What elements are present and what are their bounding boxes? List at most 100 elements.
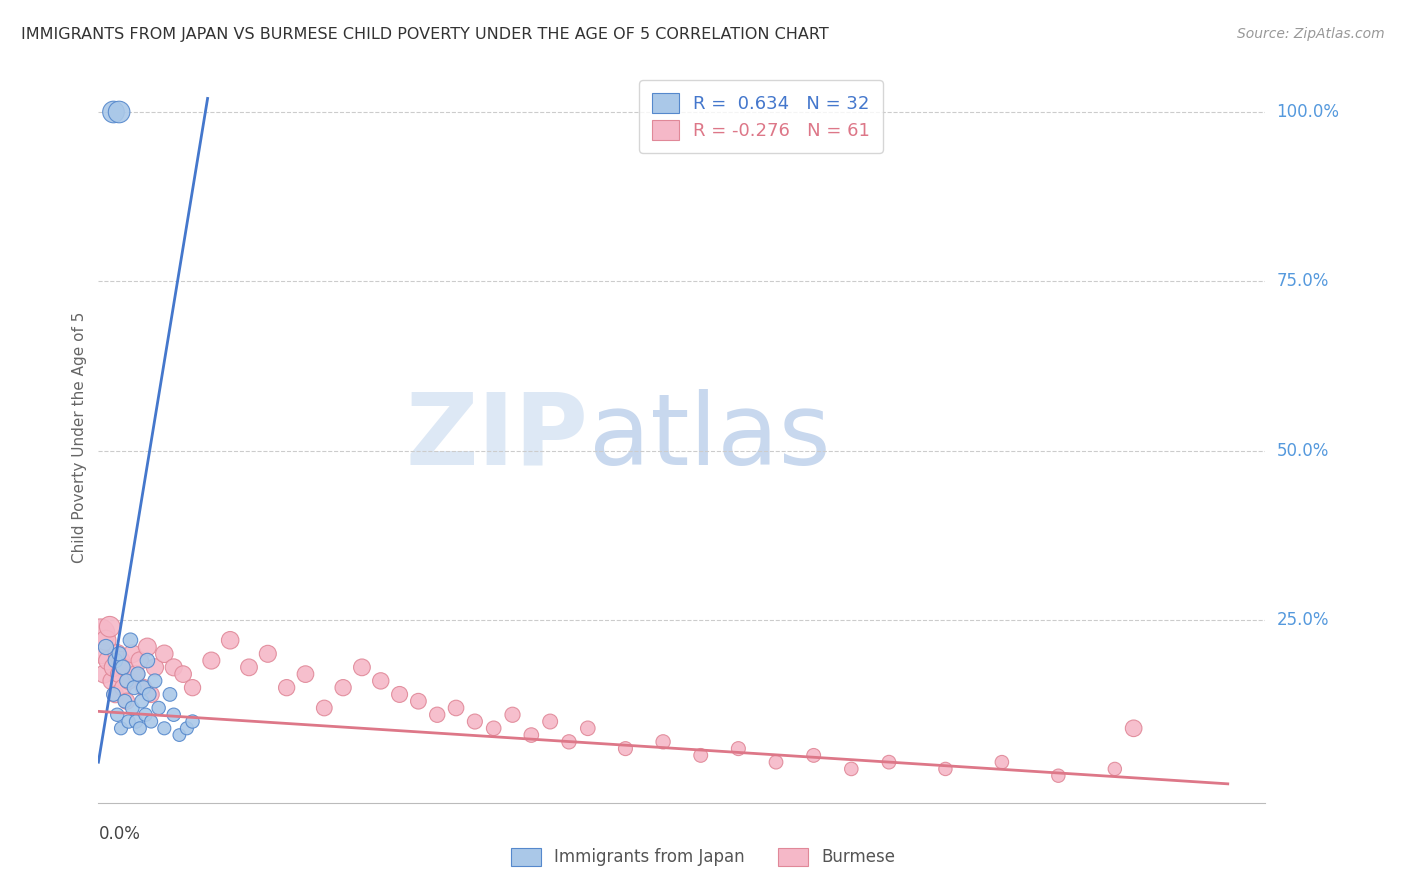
Point: [97, 654, 120, 668]
Point: [200, 654, 222, 668]
Point: [877, 755, 900, 769]
Legend: R =  0.634   N = 32, R = -0.276   N = 61: R = 0.634 N = 32, R = -0.276 N = 61: [640, 80, 883, 153]
Legend: Immigrants from Japan, Burmese: Immigrants from Japan, Burmese: [502, 839, 904, 875]
Point: [117, 673, 139, 688]
Point: [839, 762, 862, 776]
Point: [132, 681, 155, 695]
Point: [128, 654, 150, 668]
Point: [219, 633, 242, 648]
Point: [115, 694, 138, 708]
Point: [689, 748, 711, 763]
Text: Source: ZipAtlas.com: Source: ZipAtlas.com: [1237, 27, 1385, 41]
Point: [332, 681, 354, 695]
Point: [93, 667, 115, 681]
Point: [138, 688, 160, 702]
Text: atlas: atlas: [589, 389, 830, 485]
Point: [276, 681, 298, 695]
Point: [172, 667, 194, 681]
Point: [181, 714, 204, 729]
Point: [143, 660, 166, 674]
Point: [111, 681, 134, 695]
Y-axis label: Child Poverty Under the Age of 5: Child Poverty Under the Age of 5: [72, 311, 87, 563]
Point: [408, 694, 430, 708]
Point: [121, 701, 143, 715]
Point: [803, 748, 825, 763]
Point: [94, 640, 117, 654]
Point: [370, 673, 392, 688]
Point: [139, 714, 162, 729]
Text: IMMIGRANTS FROM JAPAN VS BURMESE CHILD POVERTY UNDER THE AGE OF 5 CORRELATION CH: IMMIGRANTS FROM JAPAN VS BURMESE CHILD P…: [21, 27, 830, 42]
Point: [388, 688, 411, 702]
Point: [105, 647, 128, 661]
Text: 75.0%: 75.0%: [1277, 272, 1329, 290]
Point: [576, 721, 599, 735]
Point: [350, 660, 373, 674]
Point: [159, 688, 181, 702]
Point: [127, 667, 149, 681]
Text: 0.0%: 0.0%: [98, 825, 141, 843]
Text: 50.0%: 50.0%: [1277, 442, 1329, 459]
Point: [139, 688, 162, 702]
Point: [294, 667, 316, 681]
Point: [1104, 762, 1126, 776]
Point: [148, 701, 170, 715]
Point: [120, 633, 142, 648]
Point: [153, 721, 176, 735]
Point: [143, 673, 166, 688]
Text: 100.0%: 100.0%: [1277, 103, 1340, 121]
Point: [103, 660, 125, 674]
Point: [114, 660, 136, 674]
Point: [652, 735, 675, 749]
Point: [538, 714, 561, 729]
Point: [464, 714, 486, 729]
Point: [238, 660, 260, 674]
Point: [94, 633, 117, 648]
Point: [153, 647, 176, 661]
Point: [502, 707, 524, 722]
Point: [108, 105, 131, 120]
Point: [558, 735, 581, 749]
Point: [114, 694, 136, 708]
Point: [98, 620, 121, 634]
Point: [131, 694, 153, 708]
Point: [991, 755, 1014, 769]
Text: ZIP: ZIP: [406, 389, 589, 485]
Point: [176, 721, 198, 735]
Point: [163, 707, 186, 722]
Point: [934, 762, 956, 776]
Point: [314, 701, 336, 715]
Point: [125, 667, 148, 681]
Point: [115, 673, 138, 688]
Point: [108, 647, 131, 661]
Point: [163, 660, 186, 674]
Point: [256, 647, 278, 661]
Point: [134, 707, 156, 722]
Point: [765, 755, 787, 769]
Point: [91, 647, 114, 661]
Point: [520, 728, 543, 742]
Point: [181, 681, 204, 695]
Point: [727, 741, 749, 756]
Point: [169, 728, 191, 742]
Point: [111, 660, 134, 674]
Point: [128, 721, 150, 735]
Text: 25.0%: 25.0%: [1277, 611, 1329, 629]
Point: [121, 647, 143, 661]
Point: [136, 654, 159, 668]
Point: [122, 681, 145, 695]
Point: [132, 681, 155, 695]
Point: [108, 667, 131, 681]
Point: [110, 654, 132, 668]
Point: [110, 721, 132, 735]
Point: [103, 688, 125, 702]
Point: [100, 673, 122, 688]
Point: [105, 707, 128, 722]
Point: [1122, 721, 1144, 735]
Point: [125, 714, 148, 729]
Point: [104, 654, 127, 668]
Point: [104, 688, 127, 702]
Point: [89, 626, 111, 640]
Point: [103, 105, 125, 120]
Point: [482, 721, 505, 735]
Point: [117, 714, 139, 729]
